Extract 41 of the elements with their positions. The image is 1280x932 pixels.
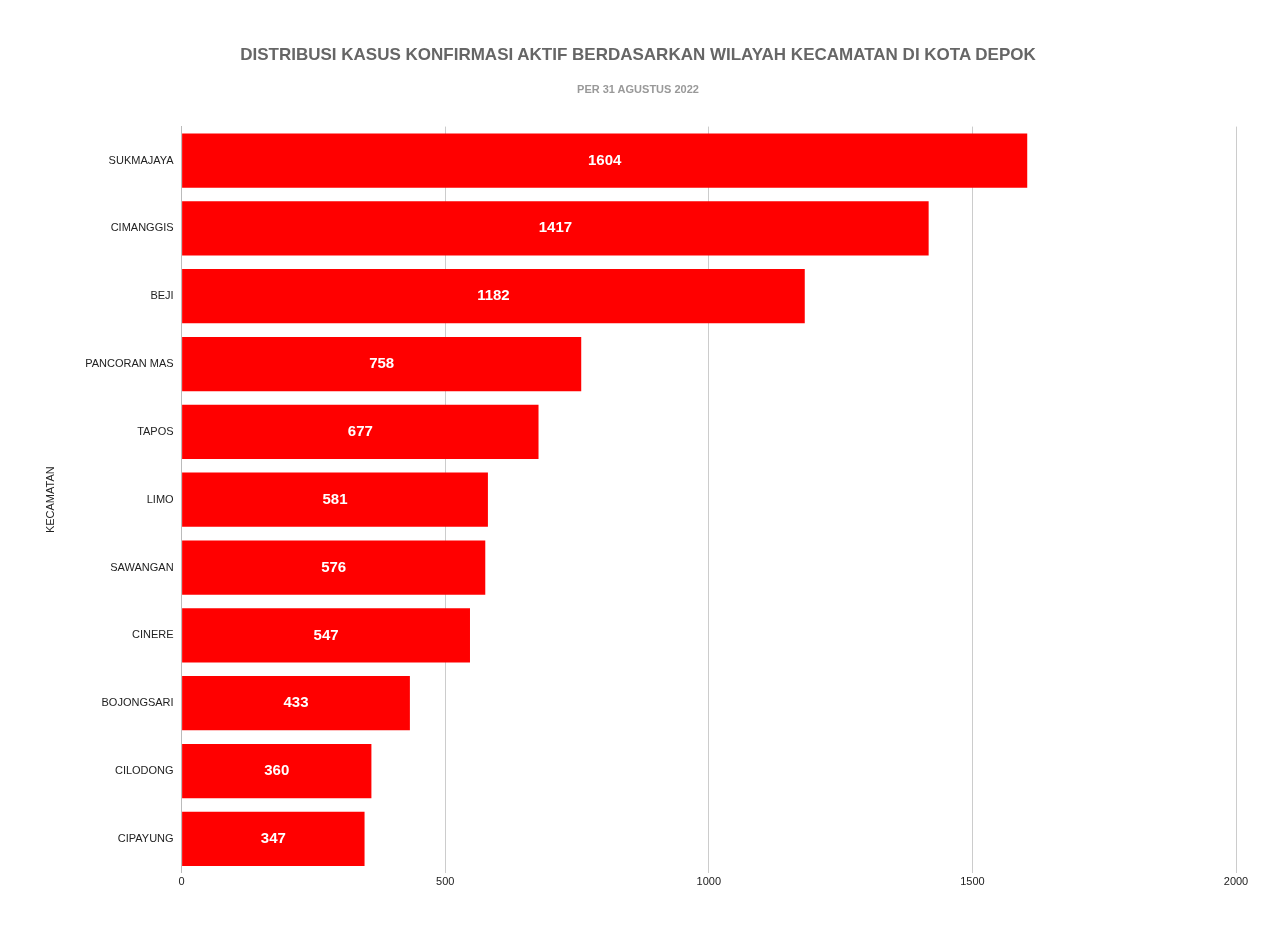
bar [182,743,372,799]
y-tick-label: TAPOS [137,424,174,437]
x-tick-label: 500 [436,875,455,888]
data-label: 360 [264,761,290,779]
data-label: 1604 [587,150,623,168]
data-label: 433 [283,693,309,711]
bar [182,676,410,731]
data-label: 347 [260,829,286,847]
data-label: 547 [313,625,339,643]
y-axis-title: KECAMATAN [43,466,56,534]
data-label: 1182 [477,286,510,304]
data-label: 1417 [538,218,573,236]
bar [182,540,486,595]
data-label: 581 [322,489,348,507]
chart-title: DISTRIBUSI KASUS KONFIRMASI AKTIF BERDASARKAN WILAYAH KECAMATAN DI KOTA DEPOK [240,44,1037,64]
bar [182,269,805,324]
bar [182,404,539,459]
bar [182,811,365,867]
bar [182,336,582,392]
y-tick-label: SUKMAJAYA [108,153,175,166]
data-label: 576 [321,557,347,575]
bar [182,201,929,256]
y-tick-label: CILODONG [114,764,174,777]
chart-subtitle: PER 31 AGUSTUS 2022 [577,83,699,96]
y-tick-label: BEJI [150,289,174,302]
bar [182,608,470,663]
x-tick-label: 0 [178,875,185,888]
y-tick-label: PANCORAN MAS [85,357,174,370]
x-tick-label: 1500 [960,875,985,888]
bar [182,472,488,527]
y-tick-label: SAWANGAN [110,560,174,573]
data-label: 758 [369,354,395,372]
y-tick-label: CIMANGGIS [110,221,174,234]
y-tick-label: LIMO [146,492,175,505]
x-tick-label: 1000 [696,875,722,888]
y-tick-label: BOJONGSARI [101,696,174,709]
bar [182,133,1028,188]
y-tick-label: CINERE [132,628,174,641]
x-tick-label: 2000 [1223,875,1249,888]
y-tick-label: CIPAYUNG [117,831,174,844]
data-label: 677 [347,422,373,439]
